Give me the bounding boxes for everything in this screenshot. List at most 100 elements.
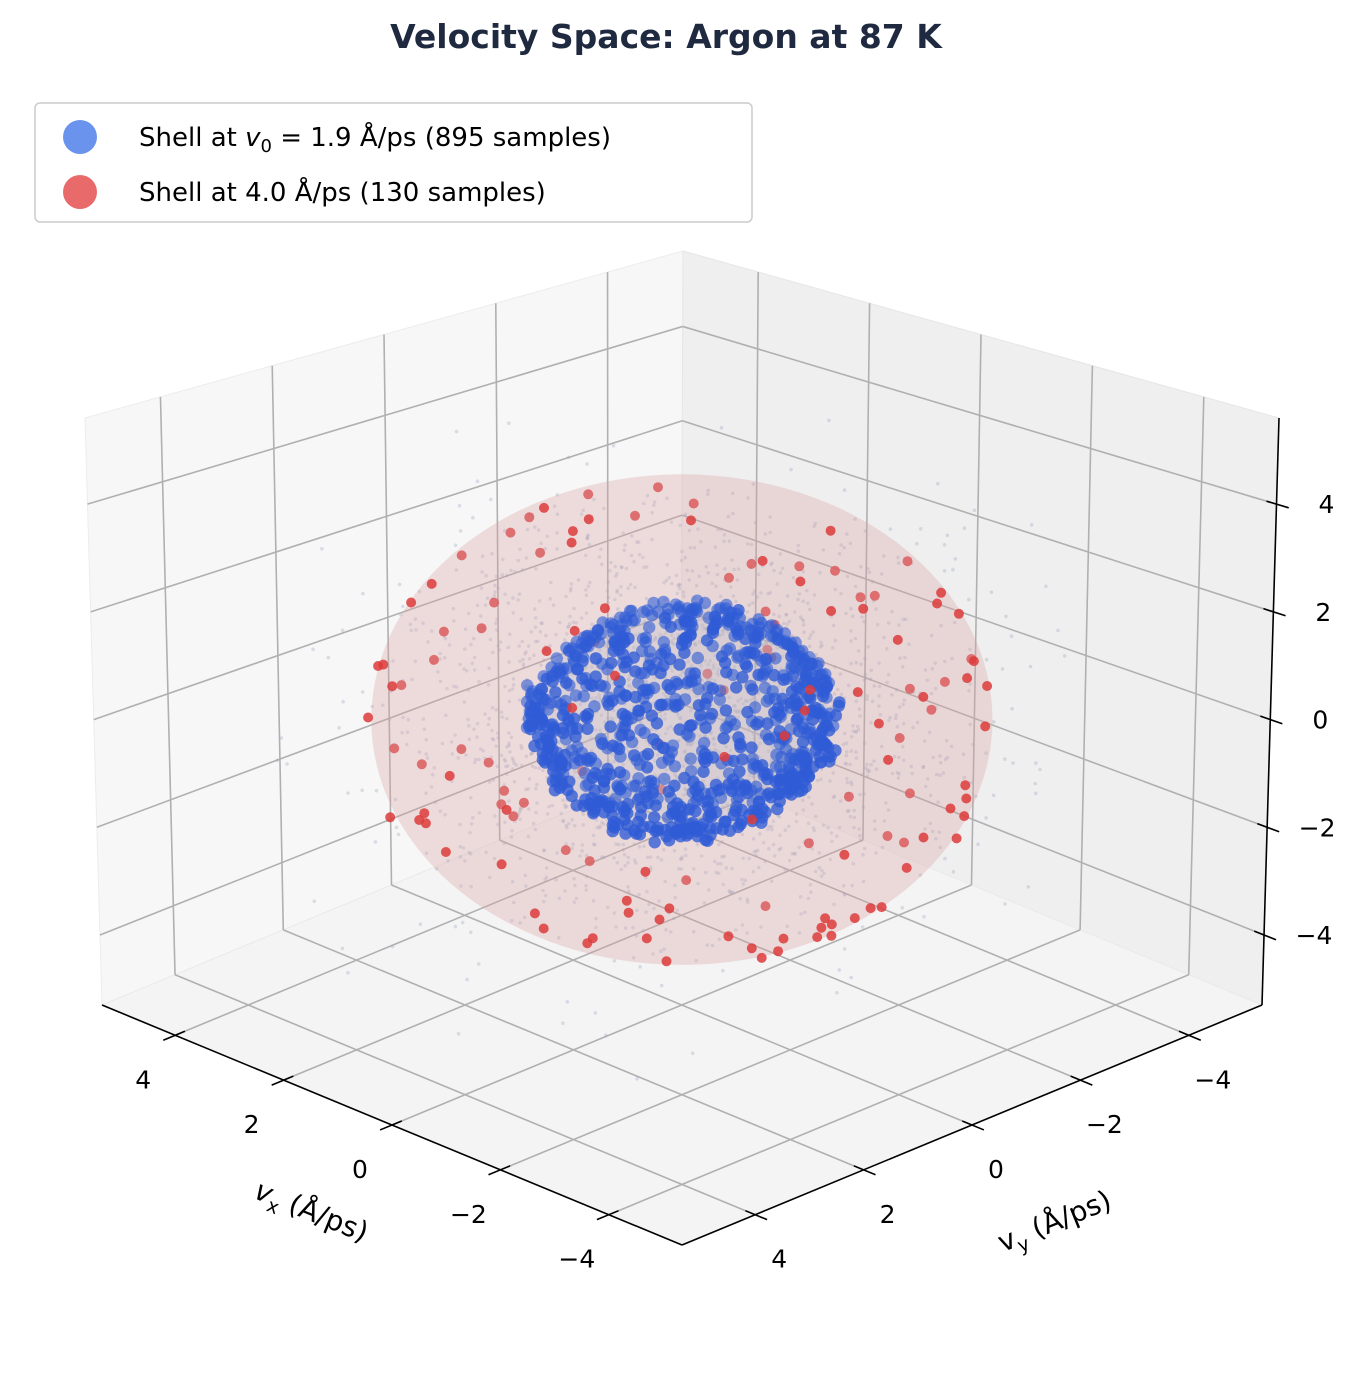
- background-sample-point: [492, 593, 497, 598]
- background-sample-point: [936, 800, 940, 804]
- background-sample-point: [672, 636, 676, 641]
- background-sample-point: [738, 896, 742, 901]
- background-sample-point: [768, 515, 772, 519]
- background-sample-point: [734, 928, 738, 932]
- background-sample-point: [467, 737, 472, 741]
- background-sample-point: [479, 614, 483, 618]
- inner-shell-point: [685, 616, 698, 629]
- background-sample-point: [682, 750, 687, 755]
- outer-shell-point: [849, 913, 860, 924]
- background-sample-point: [565, 1000, 570, 1004]
- background-sample-point: [902, 698, 907, 702]
- inner-shell-point: [700, 751, 714, 765]
- background-sample-point: [549, 580, 553, 585]
- z-axis-line: [1261, 417, 1280, 1006]
- background-sample-point: [421, 621, 425, 625]
- background-sample-point: [320, 547, 324, 551]
- background-sample-point: [509, 568, 513, 573]
- background-sample-point: [507, 743, 511, 748]
- background-sample-point: [787, 619, 792, 624]
- background-sample-point: [1034, 791, 1038, 796]
- background-sample-point: [676, 583, 680, 588]
- background-sample-point: [703, 733, 707, 738]
- background-sample-point: [532, 653, 536, 657]
- inner-shell-point: [579, 710, 592, 723]
- inner-shell-point: [595, 736, 609, 750]
- background-sample-point: [486, 682, 491, 687]
- gridline-x: [283, 839, 864, 1081]
- outer-shell-point: [654, 914, 665, 925]
- background-sample-point: [387, 717, 392, 721]
- background-sample-point: [539, 621, 544, 625]
- background-sample-point: [806, 795, 811, 800]
- background-sample-point: [821, 823, 826, 827]
- background-sample-point: [838, 799, 843, 803]
- background-sample-point: [488, 637, 493, 642]
- background-sample-point: [625, 745, 629, 750]
- background-sample-point: [584, 588, 588, 592]
- background-sample-point: [614, 842, 618, 846]
- background-sample-point: [848, 762, 852, 767]
- outer-shell-point: [426, 578, 437, 589]
- background-sample-point: [400, 730, 404, 735]
- background-sample-point: [810, 846, 815, 851]
- background-sample-point: [653, 638, 657, 642]
- background-sample-point: [751, 837, 756, 841]
- background-sample-point: [797, 931, 802, 935]
- background-sample-point: [813, 521, 818, 526]
- background-sample-point: [497, 648, 502, 652]
- background-sample-point: [394, 825, 399, 830]
- outer-shell-point: [640, 866, 651, 877]
- background-sample-point: [729, 585, 733, 589]
- background-sample-point: [454, 685, 459, 689]
- background-sample-point: [936, 481, 940, 486]
- inner-shell-point: [784, 782, 798, 795]
- background-sample-point: [716, 871, 721, 875]
- background-sample-point: [747, 603, 752, 607]
- background-sample-point: [674, 775, 679, 779]
- background-sample-point: [632, 559, 636, 564]
- background-sample-point: [775, 582, 780, 586]
- inner-shell-point: [629, 665, 642, 678]
- background-sample-point: [615, 588, 619, 593]
- background-sample-point: [818, 645, 823, 649]
- background-sample-point: [918, 873, 922, 877]
- background-sample-point: [763, 532, 768, 536]
- background-sample-point: [520, 763, 524, 768]
- x-tick-label: −4: [558, 1245, 595, 1274]
- inner-shell-point: [524, 699, 537, 713]
- inner-shell-point: [570, 663, 584, 676]
- inner-shell-point: [613, 766, 626, 779]
- inner-shell-point: [591, 624, 605, 638]
- background-sample-point: [808, 882, 813, 887]
- background-sample-point: [801, 808, 806, 812]
- background-sample-point: [866, 566, 870, 571]
- background-sample-point: [785, 720, 789, 725]
- background-sample-point: [545, 534, 550, 539]
- background-sample-point: [493, 583, 497, 588]
- background-sample-point: [721, 882, 726, 887]
- background-sample-point: [837, 551, 842, 556]
- background-sample-point: [633, 633, 638, 637]
- inner-shell-point: [762, 787, 776, 800]
- background-sample-point: [524, 884, 528, 888]
- background-sample-point: [555, 531, 559, 535]
- background-sample-point: [610, 752, 615, 757]
- background-sample-point: [1033, 781, 1037, 786]
- background-sample-point: [736, 567, 741, 571]
- background-sample-point: [664, 578, 669, 583]
- background-sample-point: [449, 740, 454, 744]
- background-sample-point: [615, 572, 619, 576]
- background-sample-point: [590, 601, 594, 605]
- background-sample-point: [533, 765, 538, 770]
- background-sample-point: [566, 624, 571, 629]
- background-sample-point: [942, 569, 947, 573]
- legend-label-rest: = 1.9 Å/ps (895 samples): [272, 121, 611, 153]
- y-tick: [853, 1165, 876, 1176]
- background-sample-point: [650, 537, 654, 542]
- background-sample-point: [505, 745, 509, 749]
- inner-shell-point: [535, 712, 548, 726]
- background-sample-point: [659, 949, 663, 953]
- background-sample-point: [592, 497, 596, 502]
- background-sample-point: [853, 636, 858, 641]
